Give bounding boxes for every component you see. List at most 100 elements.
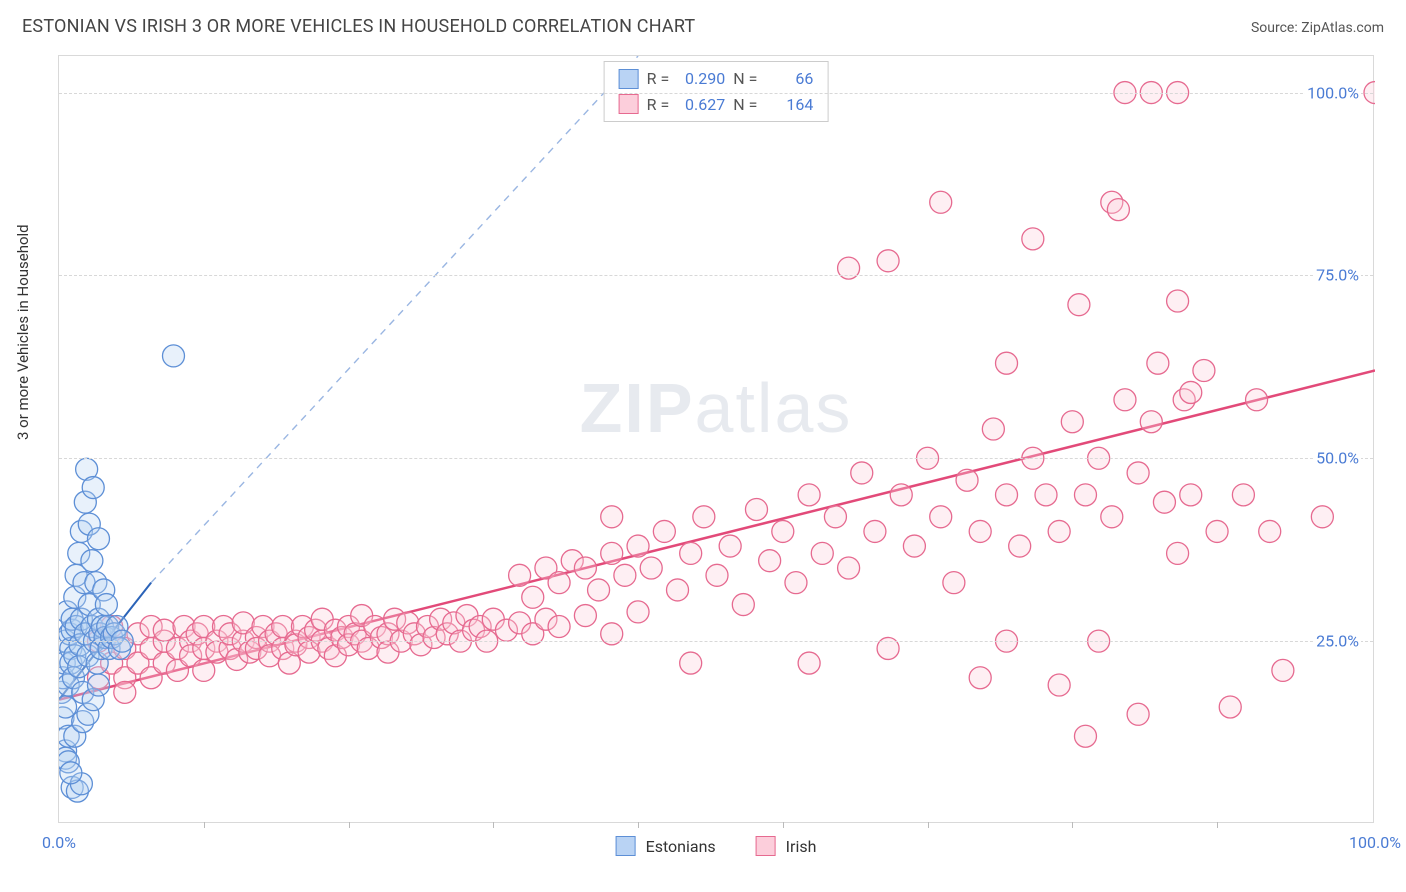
data-point (798, 652, 820, 674)
data-point (574, 557, 596, 579)
data-point (627, 535, 649, 557)
data-point (82, 477, 104, 499)
n-value: 66 (765, 66, 813, 92)
swatch-estonian (616, 836, 636, 856)
x-tick (638, 822, 639, 828)
data-point (1167, 290, 1189, 312)
data-point (87, 674, 109, 696)
data-point (1035, 484, 1057, 506)
scatter-svg (59, 56, 1375, 824)
x-tick (1217, 822, 1218, 828)
legend-label: Estonians (646, 837, 716, 856)
data-point (667, 579, 689, 601)
data-point (838, 557, 860, 579)
data-point (706, 564, 728, 586)
data-point (574, 605, 596, 627)
data-point (680, 542, 702, 564)
data-point (943, 572, 965, 594)
data-point (548, 616, 570, 638)
data-point (653, 520, 675, 542)
data-point (1114, 389, 1136, 411)
data-point (719, 535, 741, 557)
swatch-estonian (619, 69, 639, 89)
data-point (1246, 389, 1268, 411)
swatch-irish (619, 94, 639, 114)
data-point (640, 557, 662, 579)
data-point (1127, 703, 1149, 725)
r-value: 0.627 (677, 92, 725, 118)
data-point (1219, 696, 1241, 718)
x-tick (493, 822, 494, 828)
gridline (59, 93, 1373, 94)
data-point (1153, 491, 1175, 513)
r-label: R = (647, 66, 670, 92)
r-value: 0.290 (677, 66, 725, 92)
data-point (969, 520, 991, 542)
x-tick (928, 822, 929, 828)
x-tick-label: 0.0% (42, 833, 76, 852)
data-point (956, 469, 978, 491)
x-tick (204, 822, 205, 828)
x-tick-label: 100.0% (1349, 833, 1401, 852)
data-point (996, 352, 1018, 374)
data-point (1022, 228, 1044, 250)
data-point (798, 484, 820, 506)
data-point (1259, 520, 1281, 542)
data-point (601, 506, 623, 528)
data-point (1311, 506, 1333, 528)
data-point (1232, 484, 1254, 506)
data-point (982, 418, 1004, 440)
data-point (969, 667, 991, 689)
data-point (1068, 294, 1090, 316)
data-point (1061, 411, 1083, 433)
data-point (1206, 520, 1228, 542)
data-point (785, 572, 807, 594)
x-tick (349, 822, 350, 828)
data-point (1074, 484, 1096, 506)
data-point (851, 462, 873, 484)
y-tick-label: 100.0% (1305, 83, 1361, 102)
data-point (759, 550, 781, 572)
n-label: N = (733, 66, 757, 92)
data-point (811, 542, 833, 564)
data-point (153, 619, 175, 641)
data-point (509, 564, 531, 586)
y-tick-label: 25.0% (1314, 632, 1361, 651)
title-bar: ESTONIAN VS IRISH 3 OR MORE VEHICLES IN … (22, 16, 1384, 37)
n-label: N = (733, 92, 757, 118)
data-point (1180, 381, 1202, 403)
y-tick-label: 50.0% (1314, 449, 1361, 468)
data-point (114, 681, 136, 703)
data-point (693, 506, 715, 528)
data-point (601, 542, 623, 564)
data-point (877, 250, 899, 272)
data-point (890, 484, 912, 506)
r-label: R = (647, 92, 670, 118)
data-point (930, 506, 952, 528)
data-point (588, 579, 610, 601)
legend-series: Estonians Irish (616, 836, 817, 856)
gridline (59, 275, 1373, 276)
source-label: Source: ZipAtlas.com (1251, 20, 1384, 36)
chart-title: ESTONIAN VS IRISH 3 OR MORE VEHICLES IN … (22, 16, 695, 37)
data-point (60, 762, 82, 784)
data-point (1127, 462, 1149, 484)
data-point (1107, 199, 1129, 221)
data-point (162, 345, 184, 367)
data-point (772, 520, 794, 542)
legend-item-irish: Irish (756, 836, 817, 856)
data-point (1048, 520, 1070, 542)
data-point (1272, 659, 1294, 681)
data-point (1180, 484, 1202, 506)
y-tick-label: 75.0% (1314, 266, 1361, 285)
legend-label: Irish (786, 837, 817, 856)
data-point (1048, 674, 1070, 696)
data-point (1147, 352, 1169, 374)
data-point (1101, 506, 1123, 528)
legend-item-estonians: Estonians (616, 836, 716, 856)
data-point (193, 659, 215, 681)
data-point (680, 652, 702, 674)
regression-line-dashed (151, 56, 638, 583)
data-point (614, 564, 636, 586)
data-point (522, 586, 544, 608)
